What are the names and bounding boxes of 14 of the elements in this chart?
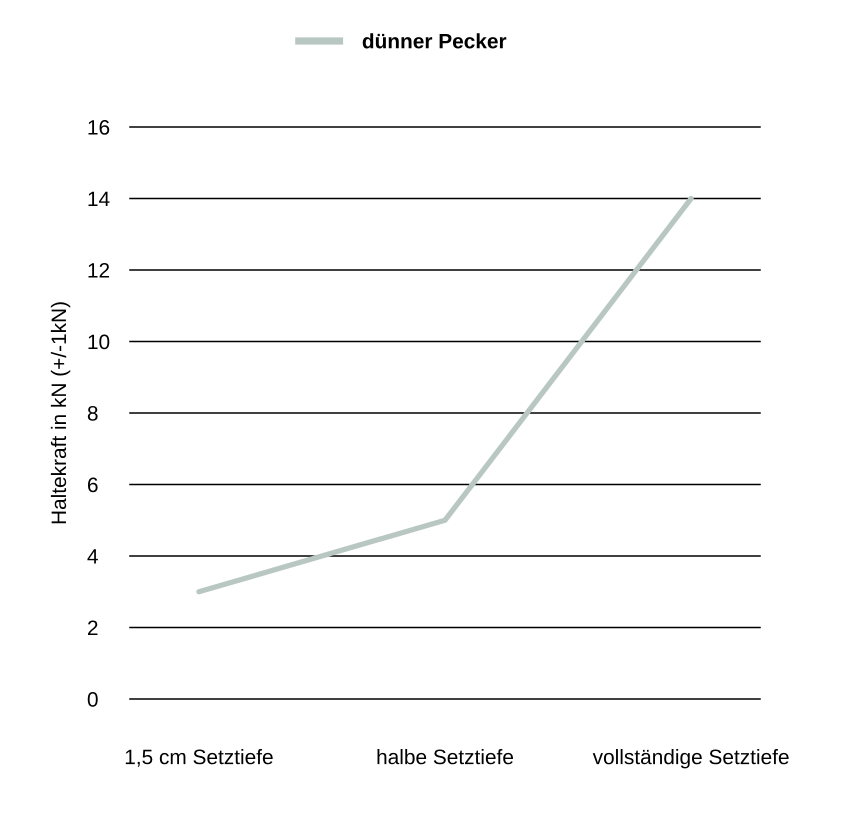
y-tick-label: 0 xyxy=(88,692,98,707)
x-tick-label: halbe Setztiefe xyxy=(378,749,513,764)
y-tick-label: 14 xyxy=(88,192,110,206)
legend-label: dünner Pecker xyxy=(362,33,506,49)
y-axis-title: Haltekraft in kN (+/-1kN) xyxy=(50,302,70,524)
x-tick-label: 1,5 cm Setztiefe xyxy=(126,749,273,767)
y-tick-label: 4 xyxy=(87,549,98,564)
x-tick-label: vollständige Setztiefe xyxy=(592,749,789,768)
y-tick-label: 2 xyxy=(88,620,98,636)
y-tick-label: 12 xyxy=(88,263,110,278)
y-tick-label: 10 xyxy=(88,334,110,350)
y-tick-label: 8 xyxy=(88,406,98,421)
y-tick-label: 6 xyxy=(88,478,98,492)
y-tick-label: 16 xyxy=(88,120,110,135)
